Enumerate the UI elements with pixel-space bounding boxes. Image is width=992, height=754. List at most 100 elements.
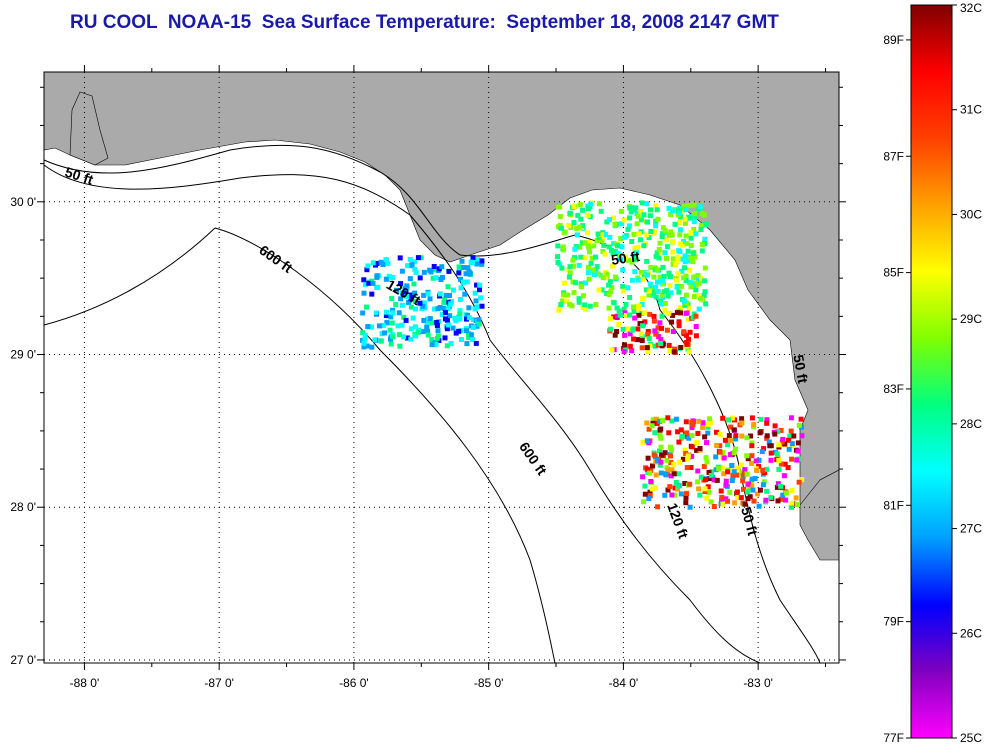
colorbar-label-f: 83F	[883, 382, 904, 396]
sst-pixel	[473, 340, 479, 346]
sst-pixel	[378, 338, 384, 344]
sst-pixel	[383, 276, 389, 282]
sst-pixel	[706, 469, 712, 475]
sst-pixel	[393, 302, 399, 308]
sst-pixel	[600, 275, 606, 281]
sst-pixel	[638, 217, 644, 223]
sst-pixel	[687, 202, 693, 208]
sst-pixel	[650, 417, 656, 423]
sst-pixel	[609, 247, 614, 253]
sst-pixel	[618, 236, 624, 241]
sst-pixel	[691, 219, 697, 225]
sst-pixel	[691, 274, 697, 280]
sst-pixel	[428, 269, 434, 275]
sst-pixel	[647, 311, 653, 317]
sst-pixel	[666, 342, 672, 348]
sst-pixel	[587, 239, 593, 245]
sst-pixel	[602, 251, 608, 257]
sst-pixel	[697, 446, 703, 451]
sst-pixel	[653, 203, 659, 209]
sst-pixel	[417, 300, 423, 306]
sst-pixel	[689, 444, 695, 450]
sst-pixel	[596, 234, 602, 240]
sst-pixel	[764, 488, 770, 494]
sst-pixel	[384, 320, 390, 326]
colorbar-label-c: 31C	[960, 103, 982, 117]
sst-pixel	[681, 329, 687, 335]
sst-pixel	[717, 449, 723, 455]
sst-pixel	[695, 479, 701, 485]
sst-pixel	[615, 250, 621, 256]
sst-pixel	[670, 261, 676, 267]
sst-pixel	[612, 221, 618, 227]
sst-pixel	[631, 304, 636, 310]
sst-pixel	[443, 292, 449, 298]
sst-pixel	[658, 470, 664, 476]
sst-pixel	[427, 316, 433, 322]
sst-pixel	[658, 341, 664, 346]
sst-pixel	[702, 434, 708, 440]
sst-pixel	[640, 296, 646, 302]
sst-pixel	[401, 314, 407, 320]
sst-pixel	[387, 327, 393, 333]
sst-pixel	[577, 244, 583, 250]
sst-pixel	[589, 255, 595, 261]
sst-pixel	[634, 303, 640, 309]
sst-pixel	[388, 314, 394, 320]
sst-pixel	[741, 486, 746, 492]
sst-pixel	[564, 298, 570, 304]
sst-pixel	[795, 448, 801, 454]
sst-pixel	[761, 446, 767, 452]
sst-pixel	[659, 292, 665, 298]
sst-pixel	[676, 319, 682, 325]
colorbar-label-f: 77F	[883, 731, 904, 745]
sst-pixel	[397, 343, 403, 349]
sst-pixel	[399, 268, 405, 274]
sst-pixel	[557, 204, 563, 210]
sst-pixel	[684, 465, 690, 470]
sst-pixel	[689, 425, 695, 431]
sst-pixel	[780, 436, 786, 442]
x-tick-label: -86 0'	[339, 676, 369, 690]
sst-pixel	[388, 341, 394, 347]
sst-pixel	[683, 310, 689, 316]
sst-pixel	[476, 321, 482, 327]
sst-pixel	[768, 457, 774, 463]
sst-pixel	[693, 231, 699, 237]
y-tick-label: 29 0'	[10, 348, 36, 362]
sst-pixel	[651, 229, 657, 235]
sst-pixel	[694, 282, 700, 288]
sst-pixel	[362, 337, 368, 343]
sst-pixel	[764, 466, 769, 472]
sst-pixel	[370, 280, 376, 286]
y-tick-label: 30 0'	[10, 195, 36, 209]
sst-pixel	[691, 214, 697, 220]
sst-pixel	[450, 325, 456, 331]
sst-pixel	[698, 474, 704, 480]
sst-pixel	[576, 262, 582, 268]
sst-pixel	[413, 333, 419, 339]
sst-pixel	[695, 272, 701, 278]
x-tick-label: -88 0'	[70, 676, 100, 690]
sst-pixel	[758, 416, 764, 422]
sst-pixel	[639, 345, 645, 351]
sst-pixel	[646, 426, 652, 432]
sst-pixel	[664, 256, 669, 261]
sst-pixel	[721, 471, 727, 477]
sst-pixel	[617, 312, 623, 318]
sst-pixel	[677, 232, 683, 238]
sst-pixel	[362, 332, 368, 338]
sst-pixel	[687, 215, 693, 221]
sst-pixel	[404, 335, 410, 341]
sst-pixel	[470, 255, 476, 261]
sst-pixel	[657, 462, 663, 468]
sst-pixel	[677, 459, 683, 465]
sst-pixel	[582, 302, 588, 308]
sst-pixel	[576, 299, 582, 305]
sst-pixel	[658, 459, 664, 465]
sst-pixel	[668, 274, 673, 280]
sst-pixel	[676, 471, 682, 477]
sst-pixel	[441, 306, 447, 311]
sst-pixel	[789, 500, 795, 506]
